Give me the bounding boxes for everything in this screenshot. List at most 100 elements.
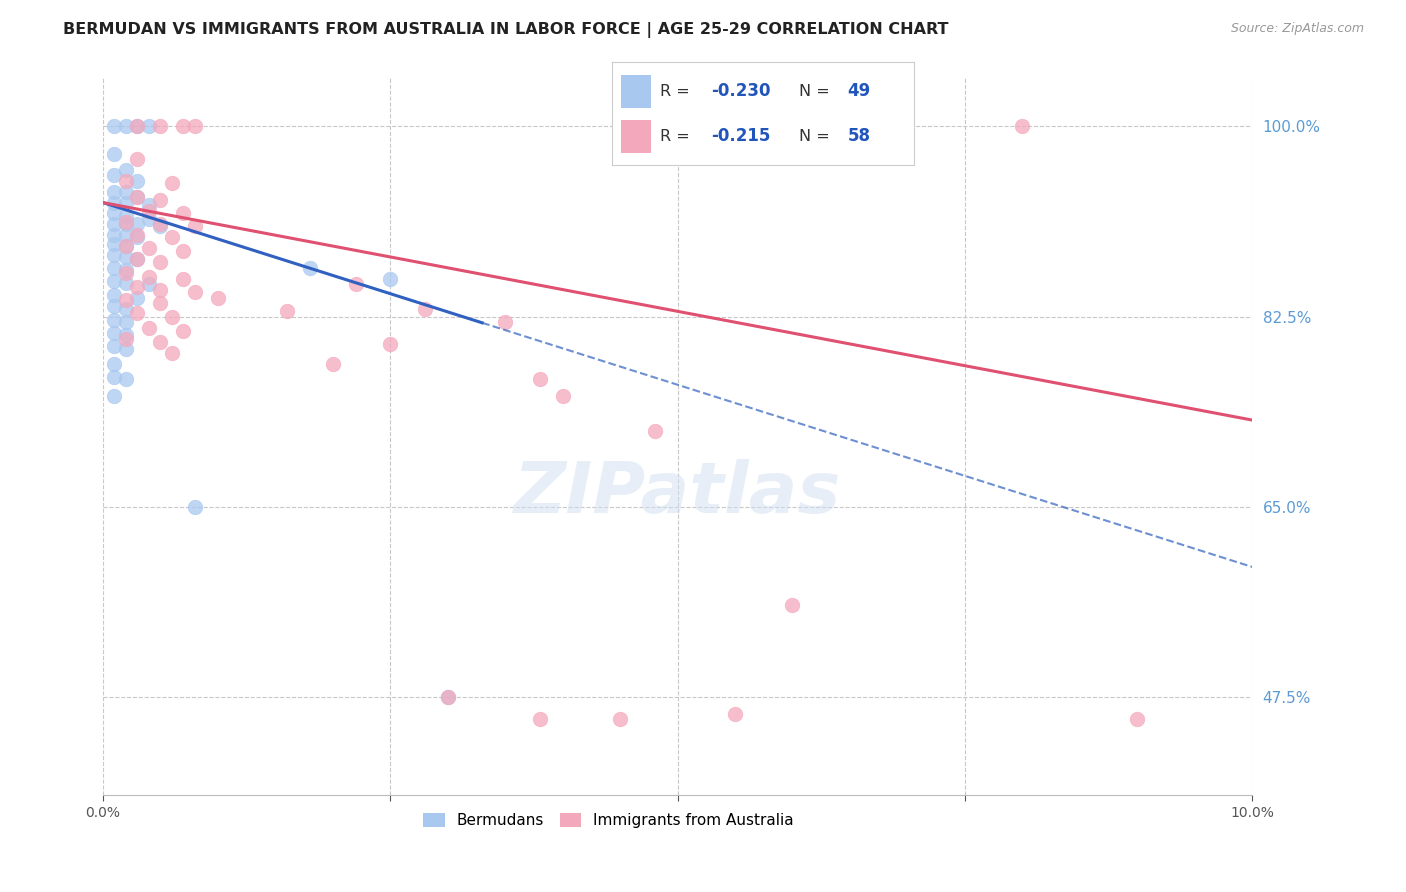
Point: [127, 120, 149, 134]
Point: [103, 326, 125, 340]
Text: 58: 58: [848, 128, 870, 145]
Point: [138, 241, 160, 255]
Point: [127, 291, 149, 305]
Text: Source: ZipAtlas.com: Source: ZipAtlas.com: [1230, 22, 1364, 36]
Point: [149, 120, 172, 134]
Point: [138, 320, 160, 334]
Point: [184, 500, 207, 515]
Legend: Bermudans, Immigrants from Australia: Bermudans, Immigrants from Australia: [418, 807, 800, 834]
Point: [127, 217, 149, 231]
Point: [160, 176, 183, 190]
Point: [184, 120, 207, 134]
Point: [551, 389, 574, 403]
Point: [114, 343, 136, 357]
Point: [103, 313, 125, 327]
Point: [149, 219, 172, 234]
Point: [380, 337, 402, 351]
Point: [114, 372, 136, 386]
Point: [127, 228, 149, 243]
Point: [114, 328, 136, 343]
Point: [138, 204, 160, 219]
Point: [114, 266, 136, 280]
Point: [1126, 712, 1149, 726]
Point: [149, 283, 172, 297]
Point: [103, 236, 125, 251]
Point: [103, 369, 125, 384]
FancyBboxPatch shape: [620, 75, 651, 108]
Point: [149, 255, 172, 269]
Point: [103, 339, 125, 353]
Point: [103, 260, 125, 275]
Point: [149, 295, 172, 310]
Text: R =: R =: [659, 128, 700, 144]
Point: [322, 357, 344, 371]
Point: [494, 315, 516, 329]
Point: [114, 250, 136, 264]
Point: [127, 152, 149, 166]
Point: [103, 185, 125, 199]
Point: [138, 197, 160, 211]
Point: [114, 276, 136, 290]
Point: [114, 239, 136, 253]
Text: N =: N =: [799, 84, 835, 99]
Point: [103, 288, 125, 302]
Text: BERMUDAN VS IMMIGRANTS FROM AUSTRALIA IN LABOR FORCE | AGE 25-29 CORRELATION CHA: BERMUDAN VS IMMIGRANTS FROM AUSTRALIA IN…: [63, 22, 949, 38]
Point: [127, 190, 149, 204]
Text: -0.230: -0.230: [711, 82, 770, 100]
Point: [529, 372, 551, 386]
Point: [138, 277, 160, 292]
Point: [127, 120, 149, 134]
Point: [276, 304, 298, 318]
Point: [436, 690, 458, 705]
Point: [127, 174, 149, 188]
Point: [172, 324, 194, 338]
Point: [114, 228, 136, 243]
Point: [184, 285, 207, 299]
Point: [149, 334, 172, 349]
Point: [413, 302, 436, 317]
Point: [380, 271, 402, 285]
Point: [114, 302, 136, 317]
Point: [114, 263, 136, 277]
Point: [298, 260, 321, 275]
Text: -0.215: -0.215: [711, 128, 770, 145]
Point: [114, 174, 136, 188]
Text: R =: R =: [659, 84, 695, 99]
Point: [103, 389, 125, 403]
Point: [114, 332, 136, 346]
Point: [103, 248, 125, 262]
Point: [103, 299, 125, 313]
Point: [103, 206, 125, 220]
Point: [114, 195, 136, 210]
Point: [160, 230, 183, 244]
Point: [127, 230, 149, 244]
Point: [644, 424, 666, 438]
Point: [103, 120, 125, 134]
Point: [114, 185, 136, 199]
Point: [114, 315, 136, 329]
Point: [149, 194, 172, 208]
Point: [127, 306, 149, 320]
Point: [172, 206, 194, 220]
Point: [127, 280, 149, 294]
Point: [138, 269, 160, 284]
Point: [529, 712, 551, 726]
Point: [127, 252, 149, 266]
Point: [172, 244, 194, 259]
Text: 49: 49: [848, 82, 870, 100]
Point: [184, 219, 207, 234]
Point: [138, 120, 160, 134]
Point: [1011, 120, 1033, 134]
Point: [103, 195, 125, 210]
Point: [127, 190, 149, 204]
Point: [724, 706, 747, 721]
Point: [103, 169, 125, 183]
Point: [103, 217, 125, 231]
Point: [114, 239, 136, 253]
Point: [609, 712, 631, 726]
Point: [172, 120, 194, 134]
Text: ZIPatlas: ZIPatlas: [513, 459, 841, 528]
Point: [103, 146, 125, 161]
Point: [114, 215, 136, 229]
Point: [114, 293, 136, 308]
